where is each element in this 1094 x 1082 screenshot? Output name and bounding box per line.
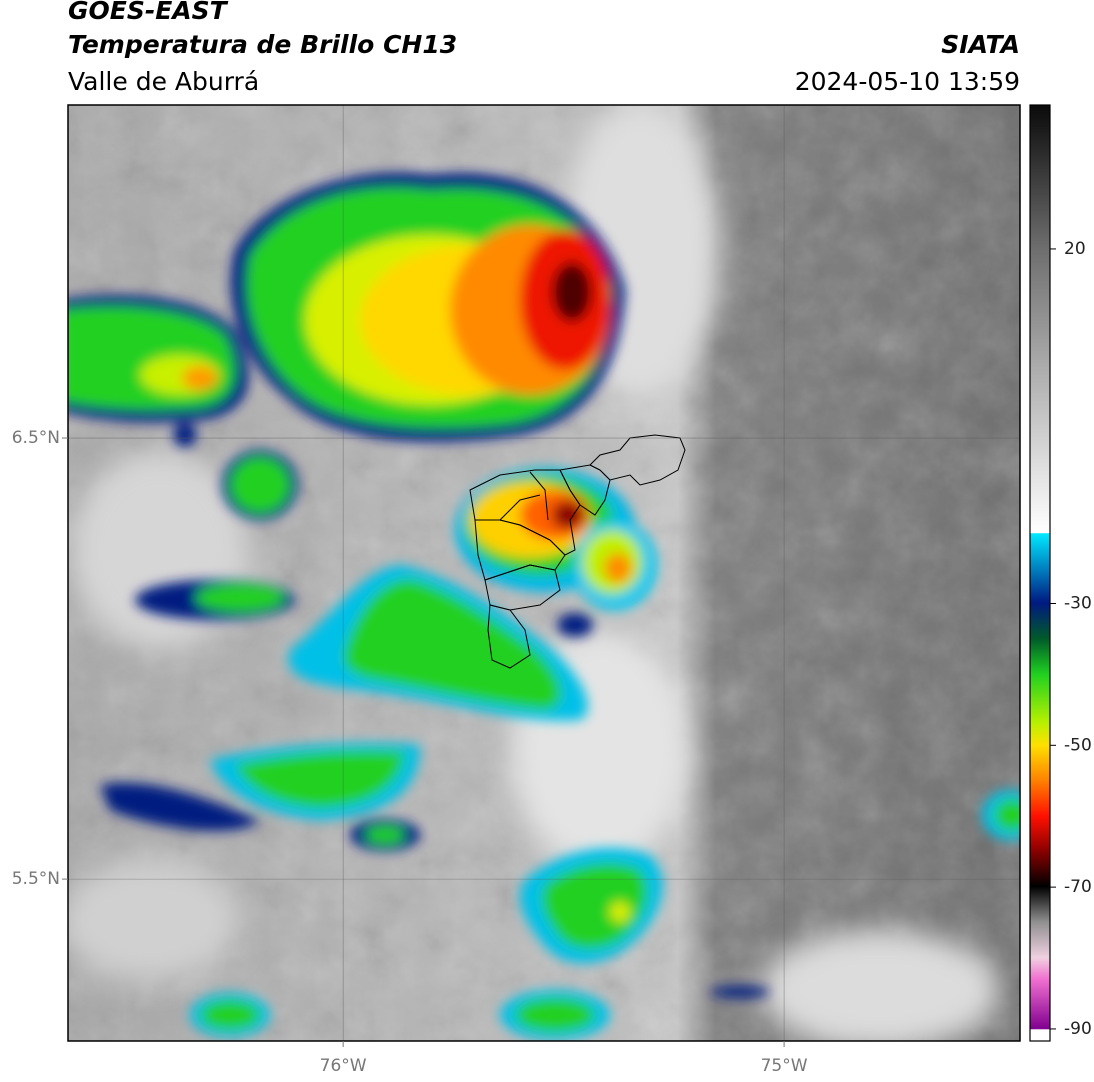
source: SIATA	[941, 30, 1020, 59]
region: Valle de Aburrá	[68, 67, 259, 96]
title: GOES-EAST	[68, 0, 229, 25]
clouds-light	[68, 105, 1000, 1041]
colorbar-tick-label: -50	[1064, 735, 1092, 755]
colorbar-tick-label: 20	[1064, 239, 1086, 259]
map-image	[68, 105, 1020, 1041]
map-frame	[67, 104, 1021, 1042]
colorbar-tick-label: -90	[1064, 1019, 1092, 1039]
x-tick-label: 76°W	[320, 1056, 367, 1076]
datetime: 2024-05-10 13:59	[795, 67, 1020, 96]
colorbar-tick-label: -70	[1064, 877, 1092, 897]
subtitle: Temperatura de Brillo CH13	[68, 30, 457, 59]
municipal-boundaries	[469, 434, 686, 669]
y-tick-label: 5.5°N	[12, 869, 60, 889]
colorbar-tick-label: -30	[1064, 593, 1092, 613]
graticule	[68, 105, 1020, 1041]
y-tick-label: 6.5°N	[12, 428, 60, 448]
colorbar	[1029, 104, 1051, 1042]
x-tick-label: 75°W	[761, 1056, 808, 1076]
storm-cells	[68, 172, 1020, 1040]
